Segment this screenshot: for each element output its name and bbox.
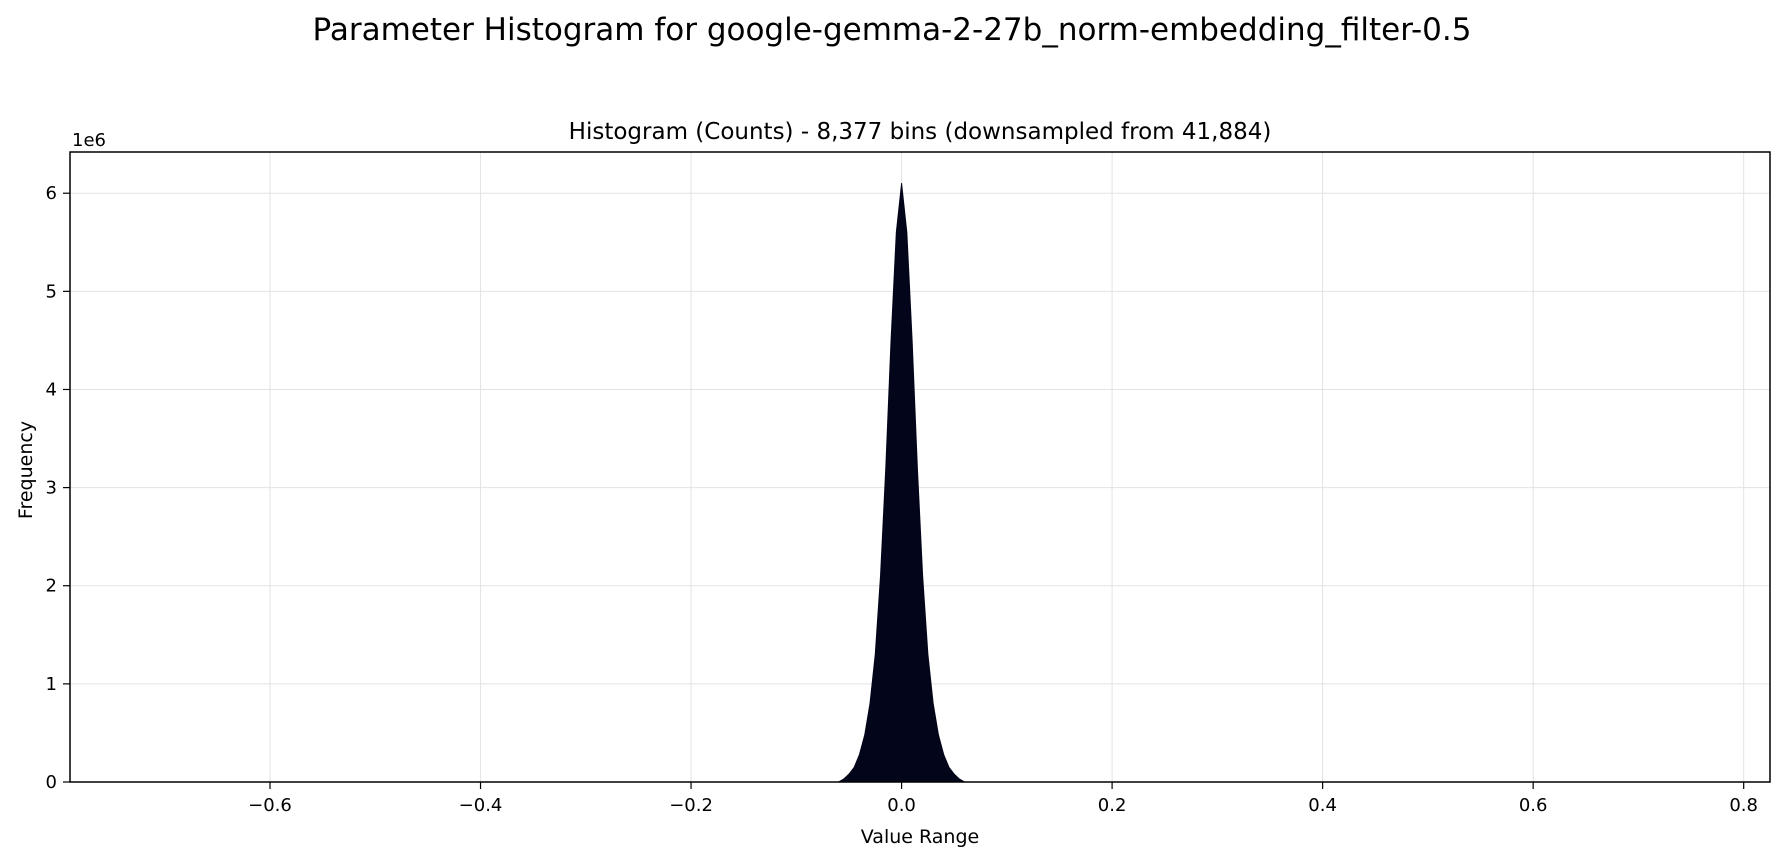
y-tick-label: 1 <box>46 674 57 695</box>
plot-frame <box>69 151 1771 783</box>
x-tick-label: 0.0 <box>887 795 916 816</box>
y-tick-label: 3 <box>46 478 57 499</box>
y-axis-label: Frequency <box>15 421 37 519</box>
histogram-series-area <box>837 182 966 783</box>
y-offset-label: 1e6 <box>72 130 106 151</box>
y-tick-label: 0 <box>46 772 57 793</box>
x-tick-label: −0.4 <box>459 795 503 816</box>
x-axis-label: Value Range <box>861 826 979 848</box>
y-tick-label: 6 <box>46 183 57 204</box>
x-tick-label: −0.6 <box>248 795 292 816</box>
x-tick-label: 0.4 <box>1308 795 1337 816</box>
x-tick-label: 0.6 <box>1519 795 1548 816</box>
x-tick-label: 0.8 <box>1729 795 1758 816</box>
chart-title: Histogram (Counts) - 8,377 bins (downsam… <box>569 119 1272 145</box>
x-tick-label: 0.2 <box>1098 795 1127 816</box>
figure-suptitle: Parameter Histogram for google-gemma-2-2… <box>313 12 1472 48</box>
histogram-area <box>837 182 966 783</box>
plot-axes <box>69 151 1771 783</box>
x-tick-label: −0.2 <box>669 795 713 816</box>
y-axis-ticks: 0 1 2 3 4 5 6 <box>46 183 70 793</box>
y-tick-label: 2 <box>46 576 57 597</box>
y-tick-label: 4 <box>46 379 57 400</box>
x-axis-ticks: −0.6 −0.4 −0.2 0.0 0.2 0.4 0.6 0.8 <box>248 782 1758 816</box>
y-tick-label: 5 <box>46 281 57 302</box>
